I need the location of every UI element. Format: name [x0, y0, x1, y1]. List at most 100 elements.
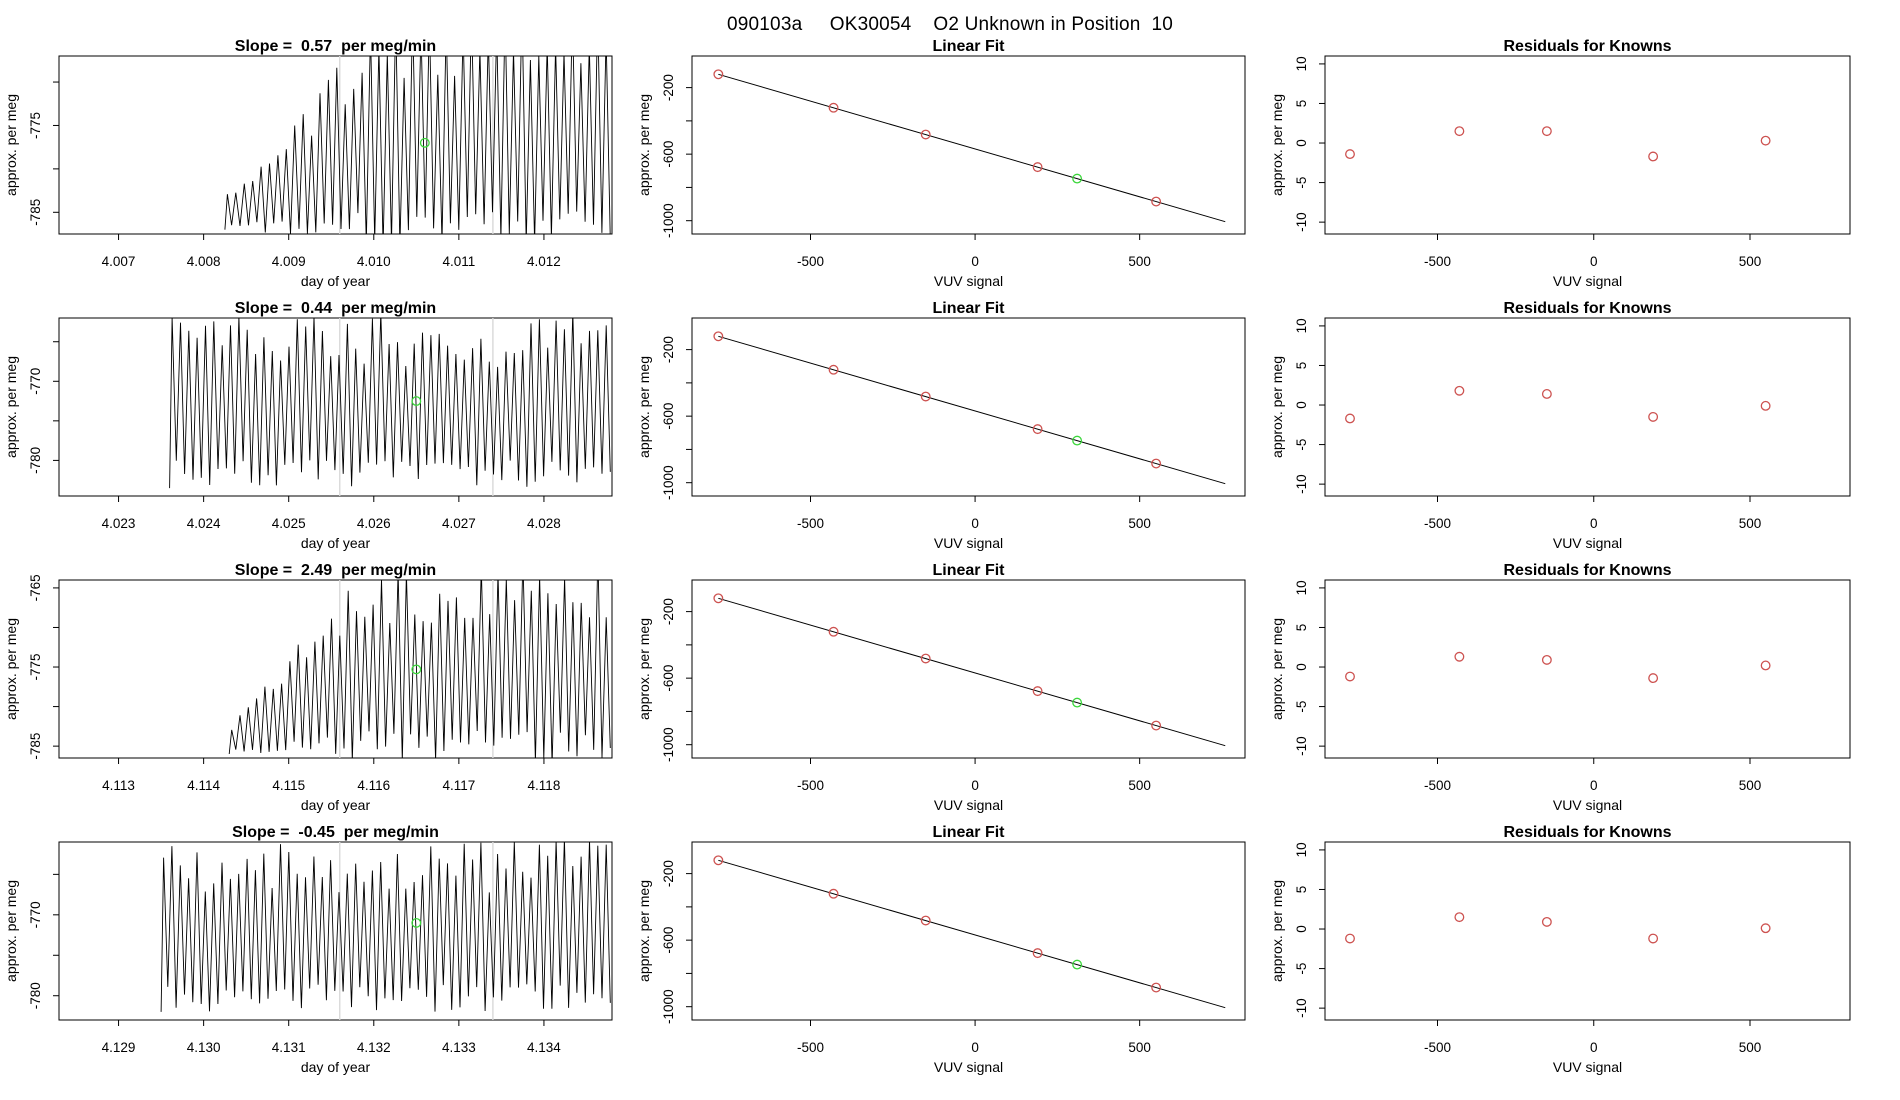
y-tick-label: 5	[1294, 362, 1309, 370]
known-point	[1541, 388, 1552, 399]
x-tick-label: 4.009	[272, 254, 306, 269]
axes	[1319, 317, 1851, 502]
known-point	[1760, 660, 1771, 671]
panel-title: Residuals for Knowns	[1503, 38, 1671, 55]
unknown-point	[1072, 697, 1083, 708]
x-tick-label: 4.133	[442, 1040, 476, 1055]
plot-box	[691, 579, 1246, 759]
x-tick-label: 0	[971, 1040, 979, 1055]
axes	[53, 841, 613, 1026]
known-points	[1345, 912, 1771, 944]
y-tick-label: -785	[28, 199, 43, 226]
x-tick-label: 4.010	[357, 254, 391, 269]
y-tick-label: -1000	[661, 727, 676, 762]
x-tick-label: 0	[1590, 778, 1598, 793]
x-tick-label: 4.131	[272, 1040, 306, 1055]
known-point	[920, 915, 931, 926]
signal-trace	[224, 56, 611, 234]
panel-r4c3: Residuals for Knowns -500 0 500 -10 -5 0 5 10 VUV…	[1266, 822, 1900, 1084]
known-point	[1032, 424, 1043, 435]
x-axis-label: VUV signal	[1553, 1059, 1622, 1075]
y-tick-label: -765	[28, 574, 43, 601]
x-tick-label: -500	[1424, 516, 1451, 531]
x-tick-label: 4.007	[102, 254, 136, 269]
x-tick-label: -500	[797, 778, 824, 793]
x-axis-label: VUV signal	[1553, 535, 1622, 551]
plot-linear-fit-row3: Linear Fit -500 0 500 -200 -600 -1000 VUV signa…	[636, 562, 1246, 813]
known-point	[828, 364, 839, 375]
plot-box	[1324, 579, 1851, 759]
plot-grid: Slope = 0.57 per meg/min 4.007 4.008 4.009 4…	[0, 36, 1900, 1084]
unknown-point	[411, 396, 422, 407]
y-tick-label: -775	[28, 654, 43, 681]
axes	[686, 841, 1246, 1026]
y-tick-label: -600	[661, 403, 676, 430]
x-tick-label: 4.129	[102, 1040, 136, 1055]
known-points	[1345, 651, 1771, 684]
panel-r3c2: Linear Fit -500 0 500 -200 -600 -1000 VUV signa…	[633, 560, 1266, 822]
panel-title: Residuals for Knowns	[1503, 300, 1671, 317]
known-points	[1345, 385, 1771, 424]
known-point	[1541, 916, 1552, 927]
panel-title: Residuals for Knowns	[1503, 562, 1671, 579]
x-tick-label: 500	[1128, 254, 1151, 269]
plot-area	[718, 597, 1226, 747]
panel-title: Slope = 2.49 per meg/min	[235, 562, 436, 579]
y-tick-label: -5	[1294, 439, 1309, 451]
known-points	[713, 593, 1162, 731]
plot-timeseries-row3: Slope = 2.49 per meg/min 4.113 4.114 4.115 4…	[3, 562, 613, 813]
y-tick-label: -600	[661, 927, 676, 954]
x-tick-label: 4.023	[102, 516, 136, 531]
plot-box	[691, 55, 1246, 235]
known-point	[1032, 686, 1043, 697]
known-point	[713, 69, 724, 80]
known-point	[1648, 411, 1659, 422]
known-point	[1345, 671, 1355, 682]
x-tick-label: 4.115	[272, 778, 305, 793]
panel-r3c1: Slope = 2.49 per meg/min 4.113 4.114 4.115 4…	[0, 560, 633, 822]
y-tick-label: -775	[28, 112, 43, 139]
known-point	[713, 331, 724, 342]
y-tick-label: 10	[1294, 580, 1309, 595]
known-point	[1760, 135, 1771, 146]
plot-linear-fit-row1: Linear Fit -500 0 500 -200 -600 -1000 VUV signa…	[636, 38, 1246, 289]
known-point	[920, 653, 931, 664]
y-axis-label: approx. per meg	[636, 94, 652, 196]
axes	[686, 317, 1246, 502]
y-tick-label: 10	[1294, 318, 1309, 333]
known-point	[1151, 720, 1162, 731]
known-point	[1648, 933, 1659, 944]
x-tick-label: 500	[1739, 516, 1762, 531]
plot-area	[718, 859, 1226, 1009]
known-point	[1032, 948, 1043, 959]
y-axis-label: approx. per meg	[1269, 880, 1285, 982]
plot-residuals-row1: Residuals for Knowns -500 0 500 -10 -5 0 5 10 VUV…	[1269, 38, 1851, 289]
unknown-point	[1072, 435, 1083, 446]
x-tick-label: 4.008	[187, 254, 221, 269]
y-tick-label: 0	[1294, 401, 1309, 409]
y-tick-label: -200	[661, 598, 676, 625]
y-tick-label: -1000	[661, 465, 676, 500]
known-points	[713, 331, 1162, 469]
known-point	[1541, 126, 1552, 137]
known-point	[1760, 923, 1771, 934]
panel-title: Slope = 0.44 per meg/min	[235, 300, 436, 317]
y-axis-label: approx. per meg	[1269, 356, 1285, 458]
plot-box	[58, 579, 613, 759]
known-points	[713, 69, 1162, 207]
fit-line	[718, 859, 1226, 1009]
panel-title: Linear Fit	[932, 300, 1005, 317]
x-axis-label: day of year	[301, 535, 371, 551]
panel-title: Slope = -0.45 per meg/min	[232, 824, 439, 841]
y-tick-label: -200	[661, 74, 676, 101]
x-tick-label: 500	[1128, 516, 1151, 531]
plot-area	[718, 73, 1226, 223]
y-tick-label: -10	[1294, 474, 1309, 494]
x-tick-label: 4.113	[102, 778, 135, 793]
known-points	[713, 855, 1162, 993]
y-tick-label: -780	[28, 447, 43, 474]
x-tick-label: 4.012	[527, 254, 561, 269]
known-point	[1648, 151, 1659, 162]
signal-trace	[169, 318, 611, 489]
